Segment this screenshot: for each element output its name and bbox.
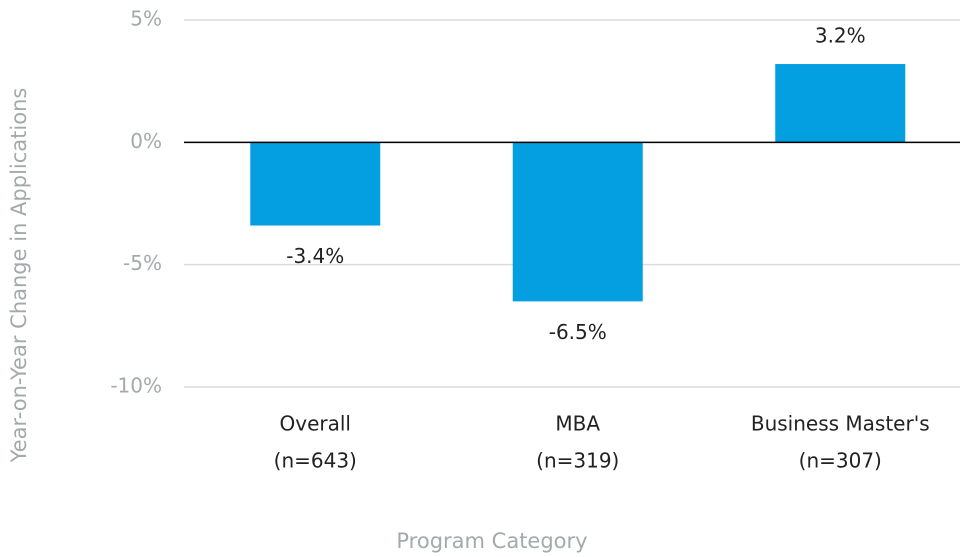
x-tick-label: Business Master's: [751, 412, 930, 436]
y-tick-label: 0%: [130, 129, 162, 153]
x-tick-label: (n=307): [799, 449, 882, 473]
bar: [250, 142, 381, 226]
y-tick-label: -5%: [123, 251, 162, 275]
x-tick-label: MBA: [555, 412, 600, 436]
data-label: 3.2%: [815, 24, 866, 48]
bar: [775, 64, 906, 143]
y-tick-label: 5%: [130, 7, 162, 31]
x-tick-label: (n=643): [274, 449, 357, 473]
y-tick-label: -10%: [110, 374, 162, 398]
bar: [512, 142, 643, 302]
data-label: -6.5%: [549, 320, 607, 344]
x-tick-label: (n=319): [536, 449, 619, 473]
data-label: -3.4%: [286, 244, 344, 268]
y-axis-title: Year-on-Year Change in Applications: [7, 88, 31, 464]
x-tick-label: Overall: [280, 412, 351, 436]
x-axis-title: Program Category: [396, 529, 587, 553]
